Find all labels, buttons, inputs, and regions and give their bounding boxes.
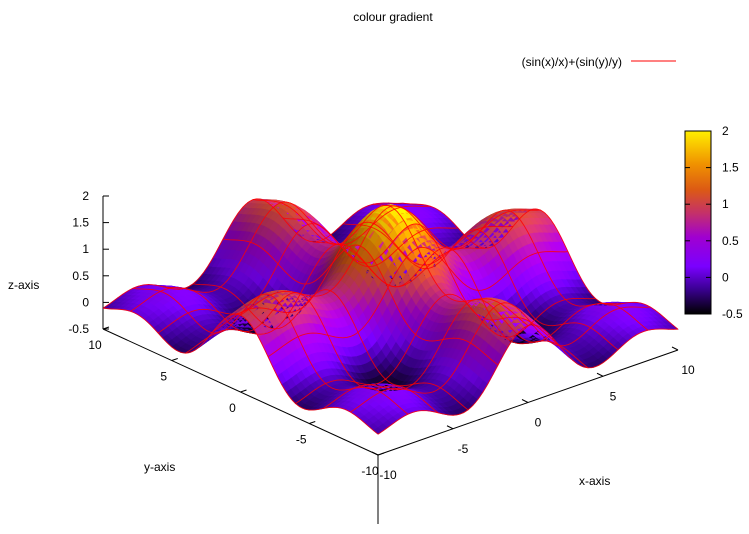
colorbar-tick-label: 0.5: [722, 234, 739, 248]
z-tick-label: 0.5: [72, 269, 89, 283]
y-tick-label: 5: [160, 370, 167, 384]
mesh-line-y: [240, 205, 541, 316]
mesh-line-x: [312, 241, 589, 369]
y-tick-mark: [377, 452, 385, 456]
mesh-line-x: [402, 202, 679, 330]
colorbar-tick-label: -0.5: [722, 307, 743, 321]
x-tick-label: -10: [379, 468, 397, 482]
y-tick-mark: [309, 421, 316, 424]
x-tick-mark: [371, 451, 379, 456]
x-tick-mark: [671, 346, 679, 351]
chart-title: colour gradient: [353, 10, 433, 24]
z-tick-label: -0.5: [68, 322, 89, 336]
x-tick-mark: [596, 372, 604, 377]
legend-label: (sin(x)/x)+(sin(y)/y): [522, 55, 622, 69]
colorbar-tick-label: 0: [722, 270, 729, 284]
mesh-line-y: [130, 201, 431, 312]
x-axis: -10 -5 0 5 10 x-axis: [371, 346, 695, 488]
y-axis-label: y-axis: [144, 460, 175, 474]
y-tick-mark: [102, 326, 110, 330]
y-tick-mark: [240, 389, 247, 393]
x-tick-label: 10: [681, 363, 695, 377]
z-axis: 2 1.5 1 0.5 0 -0.5 z-axis: [8, 189, 109, 336]
z-tick-label: 2: [82, 189, 89, 203]
z-tick-label: 1.5: [72, 216, 89, 230]
z-tick-label: 1: [82, 242, 89, 256]
x-tick-label: 5: [610, 389, 617, 403]
z-axis-label: z-axis: [8, 278, 39, 292]
mesh-line-y: [212, 221, 514, 332]
surface-mesh: [102, 198, 679, 435]
z-tick-label: 0: [82, 295, 89, 309]
colorbar-gradient: [684, 130, 712, 315]
colorbar: 2 1.5 1 0.5 0 -0.5: [684, 124, 743, 321]
y-tick-label: 0: [229, 401, 236, 415]
x-tick-mark: [521, 399, 529, 403]
legend: (sin(x)/x)+(sin(y)/y): [522, 55, 676, 69]
x-tick-label: -5: [458, 442, 469, 456]
y-tick-label: 10: [88, 338, 102, 352]
mesh-line-y: [157, 223, 459, 334]
x-axis-label: x-axis: [579, 474, 610, 488]
colorbar-tick-label: 1.5: [722, 161, 739, 175]
mesh-line-y: [185, 243, 486, 354]
x-tick-mark: [446, 425, 454, 430]
x-tick-label: 0: [535, 416, 542, 430]
y-tick-label: -10: [361, 464, 379, 478]
colorbar-tick-label: 1: [722, 197, 729, 211]
y-tick-mark: [171, 358, 178, 361]
colorbar-tick-label: 2: [722, 124, 729, 138]
y-axis: -10 -5 0 5 10 y-axis: [88, 326, 385, 478]
mesh-line-y: [102, 198, 404, 309]
y-tick-label: -5: [296, 433, 307, 447]
